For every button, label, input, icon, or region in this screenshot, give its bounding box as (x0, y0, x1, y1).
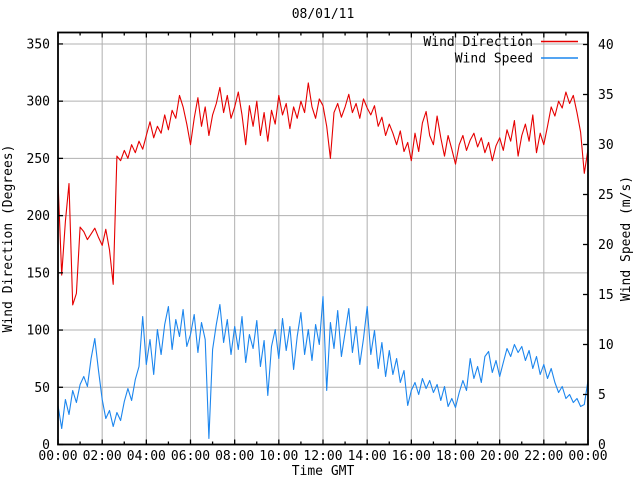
x-tick-label: 20:00 (480, 449, 519, 464)
y-right-tick-label: 5 (598, 388, 606, 403)
y-right-axis-label: Wind Speed (m/s) (619, 176, 634, 301)
tick-label-layer: 00:00 02:00 04:00 06:00 08:00 10:00 12:00 14:00… (27, 37, 614, 464)
series-layer (57, 82, 589, 440)
y-right-tick-label: 15 (598, 288, 614, 303)
x-tick-label: 04:00 (127, 449, 166, 464)
x-tick-label: 02:00 (83, 449, 122, 464)
y-right-tick-label: 35 (598, 88, 614, 103)
x-tick-label: 22:00 (524, 449, 563, 464)
series-line-wind-direction (57, 82, 589, 306)
series-line-wind-speed (57, 295, 589, 440)
plot-border (57, 31, 589, 446)
x-tick-label: 18:00 (436, 449, 475, 464)
y-left-tick-label: 100 (27, 324, 50, 339)
y-left-axis-label: Wind Direction (Degrees) (1, 145, 16, 333)
y-right-tick-label: 10 (598, 338, 614, 353)
x-tick-label: 08:00 (215, 449, 254, 464)
x-tick-label: 00:00 (38, 449, 77, 464)
x-tick-label: 16:00 (392, 449, 431, 464)
x-tick-label: 00:00 (568, 449, 607, 464)
y-left-tick-label: 50 (34, 381, 50, 396)
chart-title: 08/01/11 (292, 7, 355, 22)
y-right-tick-label: 25 (598, 188, 614, 203)
y-right-tick-label: 20 (598, 238, 614, 253)
y-left-tick-label: 150 (27, 266, 50, 281)
legend-label-wind-speed: Wind Speed (455, 52, 533, 67)
y-left-tick-label: 200 (27, 209, 50, 224)
legend-label-wind-direction: Wind Direction (423, 35, 533, 50)
x-tick-label: 12:00 (303, 449, 342, 464)
x-tick-label: 06:00 (171, 449, 210, 464)
x-axis-label: Time GMT (292, 464, 355, 479)
y-right-tick-label: 30 (598, 138, 614, 153)
y-right-tick-label: 0 (598, 438, 606, 453)
x-tick-label: 14:00 (348, 449, 387, 464)
y-left-tick-label: 250 (27, 152, 50, 167)
y-left-tick-label: 300 (27, 95, 50, 110)
y-left-tick-label: 0 (42, 438, 50, 453)
grid-layer (58, 32, 588, 445)
y-right-tick-label: 40 (598, 38, 614, 53)
y-left-tick-label: 350 (27, 37, 50, 52)
x-tick-label: 10:00 (259, 449, 298, 464)
legend: Wind Direction Wind Speed (423, 35, 578, 67)
